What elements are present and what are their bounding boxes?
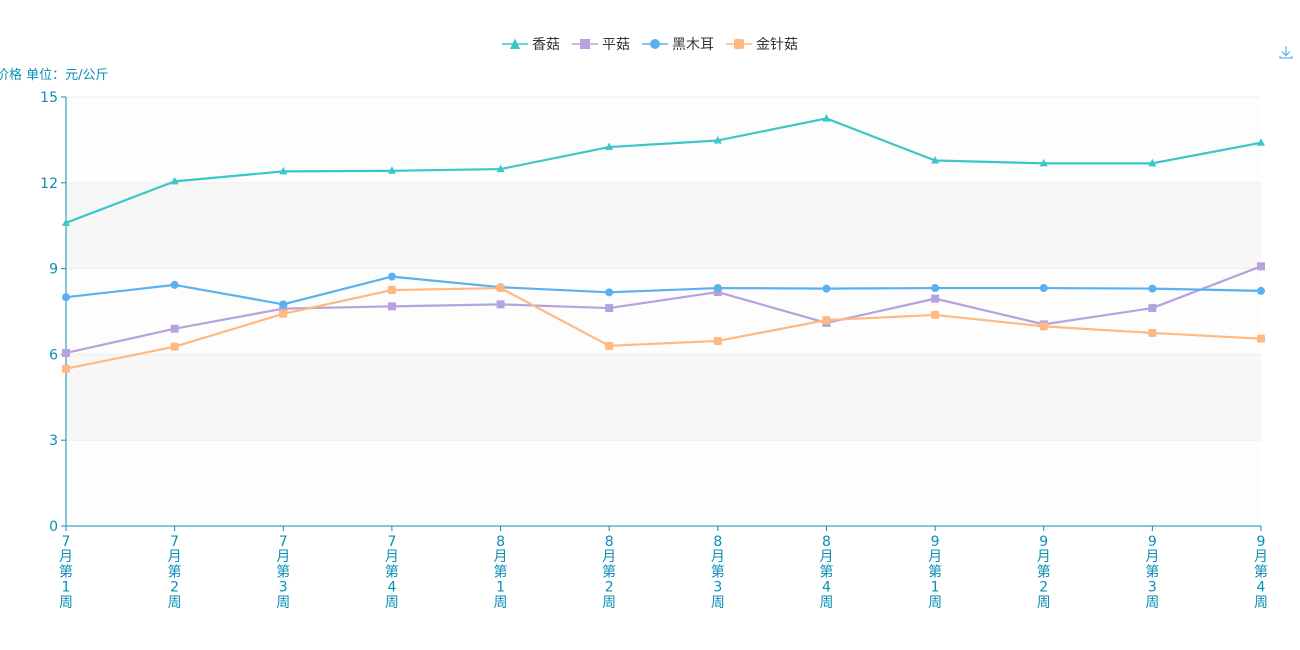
- y-tick-label: 12: [40, 176, 58, 192]
- data-point: [822, 113, 831, 122]
- data-point: [822, 316, 831, 325]
- triangle-icon: [502, 38, 528, 49]
- x-tick-label: 7 月第 4 周: [385, 534, 399, 611]
- y-tick-label: 9: [49, 262, 58, 278]
- data-point: [931, 294, 940, 303]
- data-point: [931, 284, 940, 293]
- x-tick-label: 7 月第 3 周: [276, 534, 290, 611]
- circle-icon: [642, 39, 668, 49]
- data-point: [62, 364, 70, 373]
- data-point: [1039, 322, 1048, 331]
- y-tick-label: 0: [49, 519, 58, 535]
- series-line-3: [65, 286, 1262, 370]
- x-tick-label: 9 月第 4 周: [1254, 534, 1268, 611]
- data-point: [1148, 328, 1157, 337]
- roundrect-icon: [726, 39, 752, 49]
- legend-item[interactable]: 平菇: [572, 34, 630, 54]
- series-line-1: [65, 265, 1262, 355]
- split-area: [66, 440, 1261, 526]
- data-point: [496, 164, 505, 173]
- data-point: [605, 341, 614, 350]
- legend-label: 香菇: [532, 37, 560, 53]
- data-point: [496, 300, 505, 309]
- y-tick-label: 6: [49, 347, 58, 363]
- data-point: [62, 293, 70, 302]
- data-point: [931, 155, 940, 164]
- data-point: [1257, 334, 1265, 343]
- data-point: [1257, 286, 1265, 295]
- split-area: [66, 354, 1261, 441]
- series-line-2: [65, 275, 1262, 306]
- x-tick-label: 8 月第 3 周: [711, 534, 725, 611]
- data-point: [279, 309, 288, 318]
- data-point: [387, 166, 396, 174]
- data-point: [170, 342, 179, 351]
- download-icon[interactable]: [1278, 44, 1294, 64]
- data-point: [1148, 284, 1157, 293]
- data-point: [713, 284, 722, 293]
- square-icon: [572, 39, 598, 49]
- data-point: [1148, 304, 1157, 313]
- legend-item[interactable]: 金针菇: [726, 34, 798, 54]
- data-point: [605, 304, 614, 313]
- x-tick-label: 8 月第 2 周: [602, 534, 616, 611]
- y-tick-label: 3: [49, 433, 58, 449]
- data-point: [1257, 138, 1265, 146]
- data-point: [931, 310, 940, 319]
- data-point: [279, 300, 288, 309]
- data-point: [62, 348, 70, 357]
- data-point: [822, 284, 831, 293]
- x-tick-label: 9 月第 3 周: [1145, 534, 1159, 611]
- data-point: [170, 324, 179, 333]
- data-point: [387, 272, 396, 281]
- data-point: [605, 288, 614, 297]
- data-point: [387, 302, 396, 311]
- x-tick-label: 7 月第 1 周: [59, 534, 73, 611]
- data-point: [1257, 262, 1265, 271]
- series-line-0: [65, 117, 1262, 224]
- data-point: [279, 166, 288, 175]
- legend-label: 金针菇: [756, 37, 798, 53]
- data-point: [1039, 158, 1048, 167]
- data-point: [279, 304, 288, 313]
- data-point: [170, 176, 179, 185]
- split-area: [66, 268, 1261, 355]
- data-point: [713, 135, 722, 144]
- x-tick-label: 8 月第 1 周: [494, 534, 508, 611]
- data-point: [1148, 158, 1157, 167]
- legend-item[interactable]: 香菇: [502, 34, 560, 54]
- y-tick-label: 15: [40, 90, 58, 106]
- x-tick-label: 9 月第 2 周: [1037, 534, 1051, 611]
- data-point: [1039, 284, 1048, 293]
- legend-item[interactable]: 黑木耳: [642, 34, 714, 54]
- y-axis-label: 价格 单位：元/公斤: [0, 68, 109, 83]
- x-tick-label: 9 月第 1 周: [928, 534, 942, 611]
- data-point: [387, 286, 396, 295]
- data-point: [496, 284, 505, 293]
- legend-label: 黑木耳: [672, 37, 714, 53]
- data-point: [713, 336, 722, 345]
- data-point: [62, 218, 70, 226]
- data-point: [713, 288, 722, 297]
- split-area: [66, 182, 1261, 269]
- data-point: [170, 280, 179, 289]
- chart-legend: 香菇 平菇 黑木耳 金针菇: [0, 34, 1300, 54]
- x-tick-label: 7 月第 2 周: [168, 534, 182, 611]
- split-area: [66, 97, 1261, 183]
- legend-label: 平菇: [602, 37, 630, 53]
- x-tick-label: 8 月第 4 周: [819, 534, 833, 611]
- data-point: [605, 142, 614, 151]
